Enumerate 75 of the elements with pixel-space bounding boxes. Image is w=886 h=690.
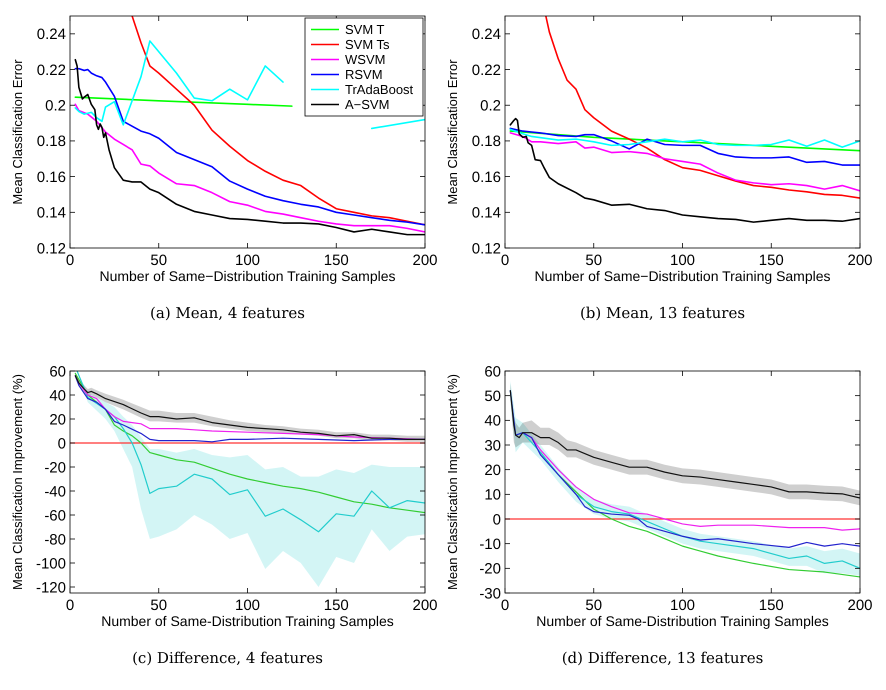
line-series	[74, 96, 293, 107]
y-tick-label: 0.24	[472, 26, 501, 44]
y-tick-label: 0.14	[472, 204, 501, 222]
y-tick-label: 40	[484, 412, 501, 430]
y-tick-label: -30	[479, 585, 501, 602]
x-axis-title: Number of Same-Distribution Training Samples	[536, 613, 829, 629]
y-tick-label: 60	[484, 363, 501, 380]
x-axis-title: Number of Same−Distribution Training Samples	[534, 268, 831, 284]
legend-label: WSVM	[345, 52, 386, 68]
legend-label: SVM T	[345, 22, 385, 38]
y-tick-label: 0	[58, 435, 66, 452]
y-tick-label: 0	[492, 511, 501, 528]
x-tick-label: 200	[412, 597, 438, 614]
x-tick-label: 100	[234, 597, 260, 614]
x-tick-label: 200	[412, 252, 438, 269]
x-tick-label: 100	[234, 252, 260, 269]
y-tick-label: 0.18	[36, 133, 66, 150]
x-tick-label: 100	[670, 252, 696, 269]
y-tick-label: 0.2	[480, 97, 501, 114]
y-tick-label: 0.16	[36, 168, 66, 186]
y-tick-label: 0.16	[472, 168, 501, 186]
x-tick-label: 150	[324, 597, 349, 614]
text: (d) Difference, 13 features	[562, 649, 764, 667]
line-series	[510, 128, 860, 148]
text: (c) Difference, 4 features	[132, 649, 323, 667]
x-tick-label: 50	[150, 597, 168, 614]
y-tick-label: 0.18	[472, 133, 501, 150]
y-tick-label: 0.2	[45, 97, 66, 114]
x-tick-label: 50	[585, 252, 602, 269]
y-tick-label: 0.14	[36, 204, 66, 222]
x-axis-title: Number of Same-Distribution Training Samples	[101, 613, 394, 629]
x-tick-label: 50	[585, 597, 602, 614]
x-tick-label: 100	[670, 597, 696, 614]
y-tick-label: 0.24	[36, 26, 66, 44]
legend-label: TrAdaBoost	[345, 82, 414, 98]
text: (b) Mean, 13 features	[580, 304, 746, 322]
legend-label: RSVM	[345, 67, 383, 82]
y-tick-label: 50	[484, 388, 501, 405]
y-tick-label: 60	[49, 363, 66, 380]
x-tick-label: 200	[847, 597, 873, 614]
y-tick-label: -10	[479, 536, 501, 553]
y-tick-label: -100	[36, 555, 66, 572]
line-series	[545, 16, 860, 199]
y-tick-label: -80	[44, 531, 66, 548]
line-series	[510, 132, 860, 192]
line-series	[510, 128, 860, 166]
y-tick-label: 30	[484, 437, 501, 454]
y-tick-label: 10	[484, 486, 501, 504]
y-axis-title: Mean Classification Error	[445, 58, 460, 205]
text: (a) Mean, 4 features	[150, 304, 305, 322]
y-tick-label: 40	[49, 387, 66, 404]
y-tick-label: -40	[44, 483, 66, 500]
x-tick-label: 50	[150, 252, 168, 269]
x-axis-title: Number of Same−Distribution Training Samples	[99, 268, 396, 284]
y-tick-label: -60	[44, 507, 66, 524]
x-tick-label: 150	[758, 252, 784, 269]
legend-label: SVM Ts	[345, 37, 390, 52]
y-tick-label: 0.22	[472, 62, 501, 79]
y-tick-label: -120	[36, 579, 66, 596]
y-tick-label: 20	[484, 462, 501, 479]
x-tick-label: 150	[324, 252, 349, 269]
y-tick-label: 20	[49, 411, 66, 428]
y-tick-label: -20	[44, 459, 66, 476]
line-series	[131, 16, 425, 226]
line-series	[510, 130, 860, 152]
x-tick-label: 200	[847, 252, 873, 269]
y-tick-label: 0.12	[472, 240, 501, 258]
x-tick-label: 150	[758, 597, 784, 614]
y-tick-label: 0.12	[36, 240, 66, 258]
legend-label: A−SVM	[345, 97, 390, 112]
y-tick-label: -20	[479, 560, 501, 578]
y-axis-title: Mean Classification Improvement (%)	[10, 374, 25, 590]
y-axis-title: Mean Classification Improvement (%)	[445, 374, 460, 590]
y-tick-label: 0.22	[36, 62, 66, 79]
y-axis-title: Mean Classification Error	[10, 58, 25, 205]
